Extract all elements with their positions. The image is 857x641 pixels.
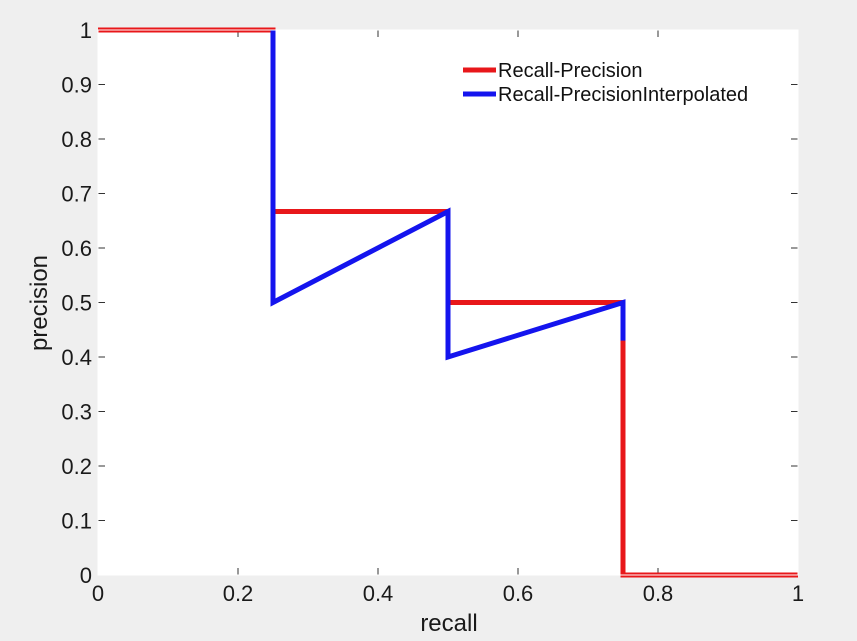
legend-entry-label: Recall-Precision xyxy=(498,60,643,82)
y-tick-label: 0 xyxy=(80,563,92,588)
x-tick-label: 1 xyxy=(792,581,804,606)
x-tick-label: 0.4 xyxy=(363,581,394,606)
series-layer xyxy=(98,27,798,578)
legend: Recall-PrecisionRecall-PrecisionInterpol… xyxy=(463,60,748,106)
x-tick-label: 0.6 xyxy=(503,581,534,606)
x-tick-label: 0 xyxy=(92,581,104,606)
y-axis-label: precision xyxy=(26,255,53,351)
y-tick-label: 0.9 xyxy=(61,73,92,98)
legend-entry-label: Recall-PrecisionInterpolated xyxy=(498,84,748,106)
y-tick-label: 0.4 xyxy=(61,345,92,370)
plot-frame xyxy=(97,29,799,576)
y-tick-label: 0.3 xyxy=(61,400,92,425)
x-tick-label: 0.8 xyxy=(643,581,674,606)
x-axis-label: recall xyxy=(420,610,477,637)
series-line-recall-precision-interpolated xyxy=(270,30,626,361)
ticks-layer: 0 0.2 0.4 0.6 0.8 1 0 0.1 0.2 0.3 0.4 0.5 0.6 0.7 0.8 0… xyxy=(61,18,804,606)
y-tick-label: 1 xyxy=(80,18,92,43)
y-tick-label: 0.2 xyxy=(61,454,92,479)
y-tick-label: 0.6 xyxy=(61,236,92,261)
y-tick-label: 0.1 xyxy=(61,509,92,534)
y-tick-label: 0.5 xyxy=(61,291,92,316)
x-tick-label: 0.2 xyxy=(223,581,254,606)
y-tick-label: 0.7 xyxy=(61,182,92,207)
y-tick-label: 0.8 xyxy=(61,127,92,152)
